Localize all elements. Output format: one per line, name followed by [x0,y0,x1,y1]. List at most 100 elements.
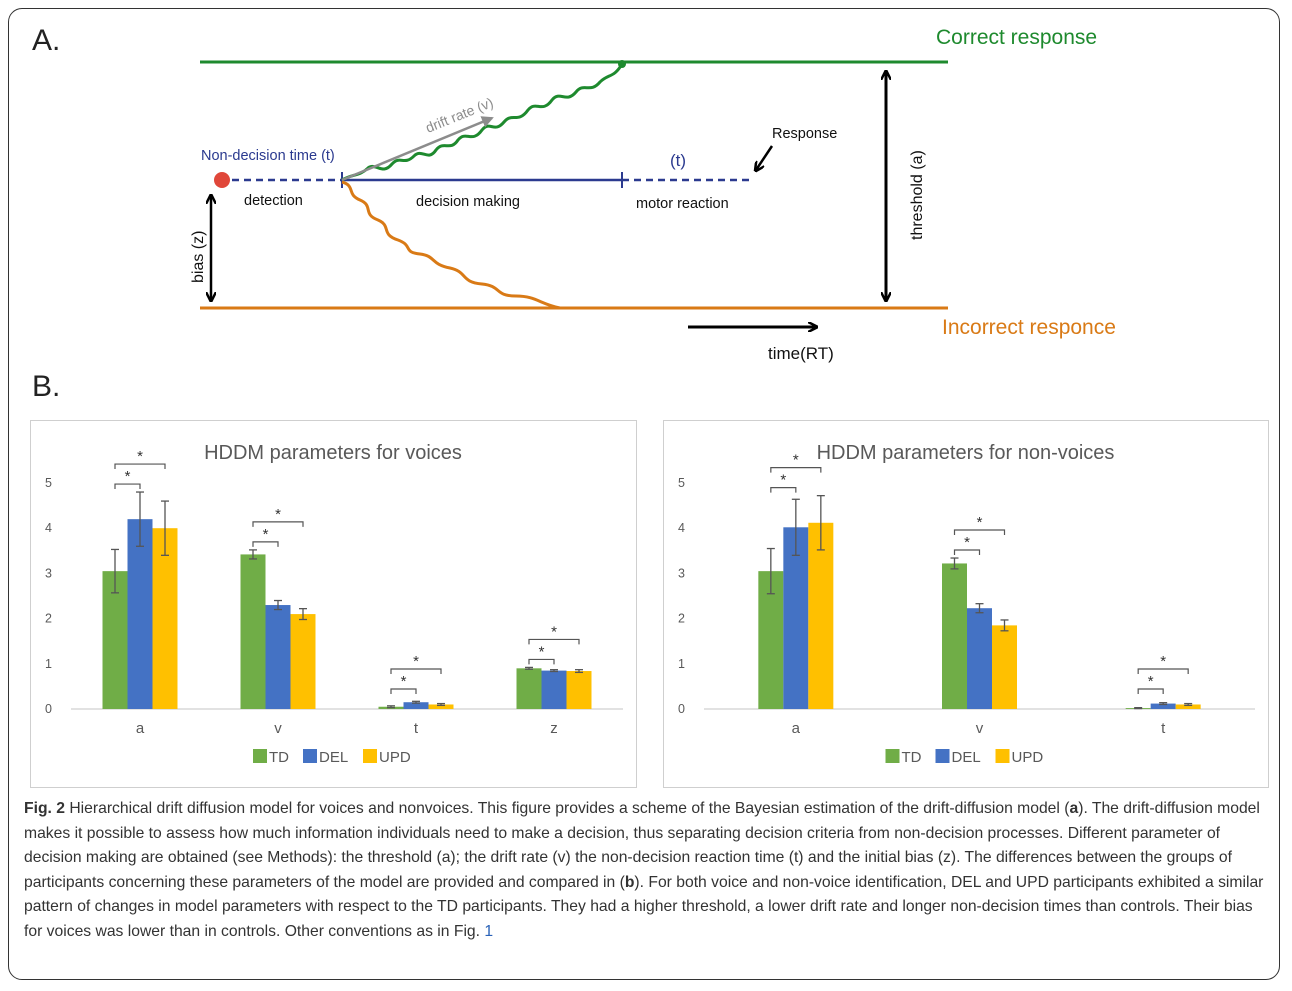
caption-panel-a-ref: a [1069,800,1079,817]
caption-text: ). The drift-diffusion model makes it po… [24,800,1260,891]
significance-bracket [1137,688,1164,694]
legend-label: DEL [319,749,348,766]
figure-caption: Fig. 2 Hierarchical drift diffusion mode… [24,797,1268,944]
y-tick-label: 0 [678,702,685,716]
significance-star: * [137,448,143,465]
chart-title: HDDM parameters for voices [204,442,462,464]
bar [541,670,567,709]
y-tick-label: 1 [678,657,685,671]
diffusion-diagram: Correct response Incorrect responce drif… [190,26,1116,363]
threshold-label: threshold (a) [909,150,926,240]
response-arrow [756,145,774,170]
drift-rate-arrow [341,116,494,182]
legend-swatch [303,749,317,763]
legend-label: UPD [1012,749,1044,766]
significance-bracket [953,549,981,556]
significance-star: * [539,643,545,660]
figure-frame [8,8,1280,980]
significance-star: * [263,526,269,543]
legend-label: TD [269,749,289,766]
legend-label: DEL [952,749,981,766]
significance-bracket [114,463,166,470]
legend-swatch [995,749,1010,763]
y-tick-label: 5 [45,476,52,490]
y-tick-label: 2 [45,612,52,626]
caption-fig-label: Fig. 2 [24,800,65,817]
panel-b-label: B. [32,370,61,403]
x-tick-label: v [274,720,282,737]
bar [240,554,266,709]
response-label: Response [772,126,837,142]
correct-diffusion-path [341,63,624,182]
significance-star: * [401,673,407,690]
significance-bracket [252,521,304,527]
significance-bracket [390,668,442,674]
y-tick-label: 2 [678,612,685,626]
panel-a-label: A. [32,24,61,57]
x-tick-label: a [792,720,801,737]
start-point-dot [214,172,230,188]
nonvoices-chart: HDDM parameters for non-voices 0 1 2 3 4 5 a * * v… [678,442,1255,766]
bar [152,528,178,709]
significance-star: * [125,468,131,485]
correct-path-end [618,60,626,68]
bar [102,571,128,709]
y-tick-label: 5 [678,476,685,490]
x-tick-label: a [136,720,145,737]
bar [403,702,429,709]
bar [566,671,592,709]
significance-star: * [780,472,786,489]
significance-bracket [1137,668,1189,674]
x-tick-label: t [414,720,419,737]
y-tick-label: 3 [45,566,52,580]
legend-swatch [935,749,950,763]
bar [1150,703,1176,709]
significance-bracket [114,483,141,490]
bar [428,704,454,709]
chart-title: HDDM parameters for non-voices [817,442,1115,464]
x-tick-label: v [976,720,984,737]
x-tick-label: z [550,720,558,737]
caption-text: ). For both voice and non-voice identifi… [24,873,1264,940]
significance-star: * [551,623,557,640]
motor-reaction-label: motor reaction [636,196,729,212]
bar [127,519,153,709]
correct-response-label: Correct response [936,26,1097,49]
bar [808,522,834,709]
time-label: time(RT) [768,344,834,363]
legend-swatch [363,749,377,763]
detection-label: detection [244,193,303,209]
bar [290,614,316,709]
bar [265,605,291,709]
significance-star: * [977,514,983,531]
significance-bracket [252,541,279,547]
bar [783,527,809,709]
significance-star: * [793,452,799,469]
bias-label: bias (z) [190,231,207,283]
significance-star: * [275,506,281,523]
voices-chart: HDDM parameters for voices 0 1 2 3 4 5 a * * v * * t *… [45,442,623,766]
significance-star: * [964,534,970,551]
significance-bracket [390,688,417,694]
voices-chart-box: HDDM parameters for voices 0 1 2 3 4 5 a * * v * * t *… [30,420,637,788]
x-tick-label: t [1161,720,1166,737]
y-tick-label: 4 [678,521,685,535]
caption-panel-b-ref: b [624,873,635,891]
caption-figure-link[interactable]: 1 [484,922,494,940]
significance-star: * [1160,653,1166,670]
motor-time-label: (t) [670,151,686,170]
bar [1175,704,1201,709]
legend-swatch [885,749,900,763]
significance-bracket [528,638,580,645]
caption-text: Hierarchical drift diffusion model for v… [64,800,1070,817]
significance-bracket [528,658,555,665]
incorrect-diffusion-path [341,180,561,310]
significance-star: * [413,653,419,670]
drift-rate-label: drift rate (v) [423,94,495,136]
legend-swatch [253,749,267,763]
significance-star: * [1148,673,1154,690]
non-decision-time-label: Non-decision time (t) [201,148,335,164]
y-tick-label: 4 [45,521,52,535]
y-tick-label: 3 [678,566,685,580]
legend-label: UPD [379,749,411,766]
